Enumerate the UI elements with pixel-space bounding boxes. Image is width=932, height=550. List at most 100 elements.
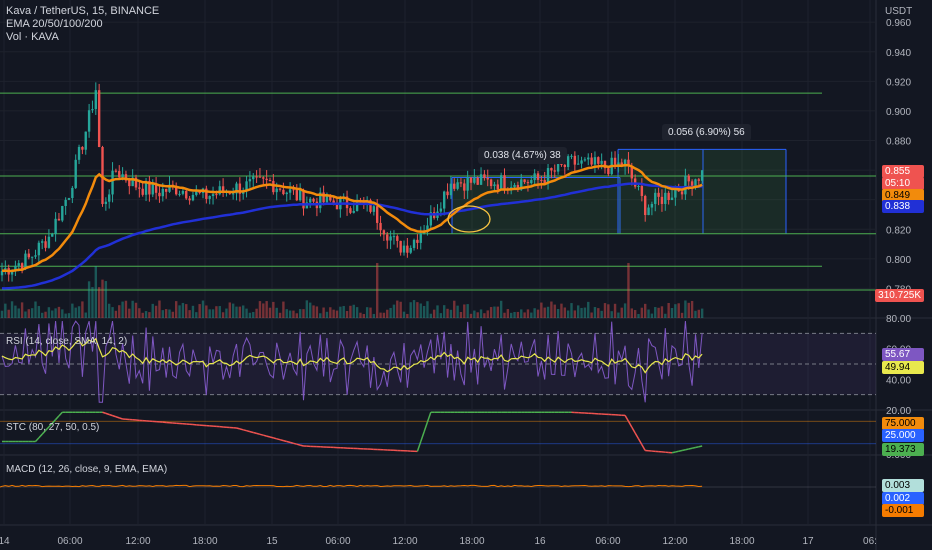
volume-bar xyxy=(61,309,64,318)
candle-body xyxy=(469,177,473,183)
volume-bar xyxy=(325,311,329,318)
candle-body xyxy=(124,174,128,181)
candle-body xyxy=(151,184,154,195)
volume-bar xyxy=(446,308,449,318)
volume-bar xyxy=(54,308,57,318)
volume-bar xyxy=(670,307,674,318)
symbol-title[interactable]: Kava / TetherUS, 15, BINANCE xyxy=(6,5,160,17)
candle-body xyxy=(553,170,556,172)
volume-bar xyxy=(288,310,292,318)
volume-bar xyxy=(24,311,27,318)
candle-body xyxy=(164,188,168,192)
volume-bar xyxy=(84,312,87,318)
candle-body xyxy=(312,198,315,202)
volume-bar xyxy=(0,310,4,318)
ema-legend[interactable]: EMA 20/50/100/200 xyxy=(6,18,103,30)
volume-bar xyxy=(372,313,376,318)
candle-body xyxy=(463,183,466,191)
volume-bar xyxy=(148,312,151,318)
rsi-tick-label: 20.00 xyxy=(886,406,911,417)
volume-bar xyxy=(121,301,124,318)
volume-bar xyxy=(389,307,392,318)
volume-bar xyxy=(432,309,436,318)
stc-line-segment xyxy=(695,446,699,449)
candle-body xyxy=(369,200,372,212)
volume-bar xyxy=(620,307,623,318)
candle-body xyxy=(392,236,396,238)
stc-line-segment xyxy=(38,433,43,439)
candle-body xyxy=(121,174,124,178)
volume-bar xyxy=(278,312,282,318)
candle-body xyxy=(345,196,349,209)
volume-bar xyxy=(87,281,91,318)
volume-bar xyxy=(436,305,439,318)
candle-body xyxy=(543,180,546,184)
candle-body xyxy=(687,175,690,182)
x-tick-label: 06:00 xyxy=(595,536,620,547)
volume-bar xyxy=(379,312,382,318)
stc-line-segment xyxy=(243,429,247,432)
volume-bar xyxy=(195,312,198,318)
volume-bar xyxy=(228,302,231,318)
stc-line-segment xyxy=(293,442,297,445)
volume-bar xyxy=(252,312,255,318)
volume-bar xyxy=(51,310,54,318)
candle-body xyxy=(71,187,74,199)
volume-bar xyxy=(272,301,275,318)
candle-body xyxy=(587,157,590,160)
candle-body xyxy=(439,208,443,212)
volume-bar xyxy=(154,305,158,318)
rsi-legend[interactable]: RSI (14, close, SMA, 14, 2) xyxy=(6,336,128,347)
volume-bar xyxy=(94,266,97,318)
candle-body xyxy=(288,189,292,193)
candle-body xyxy=(282,189,285,195)
volume-bar xyxy=(101,279,104,318)
candle-body xyxy=(87,110,91,132)
volume-bar xyxy=(657,307,660,318)
volume-bar xyxy=(64,313,67,318)
candle-body xyxy=(473,177,476,183)
volume-bar xyxy=(426,301,429,318)
volume-bar xyxy=(128,308,131,318)
candle-body xyxy=(684,175,687,195)
candle-body xyxy=(700,170,704,181)
volume-bar xyxy=(164,309,168,318)
volume-bar xyxy=(262,303,265,318)
volume-bar xyxy=(355,307,359,318)
candle-body xyxy=(302,189,305,209)
candle-body xyxy=(198,191,201,193)
stc-line-segment xyxy=(698,445,703,448)
volume-bar xyxy=(376,263,379,318)
volume-bar xyxy=(198,304,201,318)
stc-legend[interactable]: STC (80, 27, 50, 0.5) xyxy=(6,422,100,433)
x-tick-label: 18:00 xyxy=(192,536,217,547)
candle-body xyxy=(355,201,359,211)
volume-bar xyxy=(566,310,570,318)
volume-bar xyxy=(590,312,593,318)
candle-body xyxy=(329,195,332,201)
volume-legend[interactable]: Vol · KAVA xyxy=(6,31,59,43)
stc-line-segment xyxy=(289,441,294,445)
volume-bar xyxy=(108,303,111,318)
candle-body xyxy=(674,189,677,198)
candle-body xyxy=(57,218,61,221)
candle-body xyxy=(533,173,536,181)
volume-bar xyxy=(600,310,603,318)
volume-bar xyxy=(349,305,352,318)
candle-body xyxy=(37,242,41,256)
candle-body xyxy=(218,186,221,195)
axis-unit-label: USDT xyxy=(885,6,913,17)
macd-legend[interactable]: MACD (12, 26, close, 9, EMA, EMA) xyxy=(6,464,168,475)
stc-line-segment xyxy=(273,437,277,440)
candle-body xyxy=(516,184,520,190)
candle-body xyxy=(443,191,446,209)
candle-body xyxy=(382,230,386,235)
candle-body xyxy=(322,192,325,203)
volume-bar xyxy=(607,304,610,318)
volume-bar xyxy=(640,307,644,318)
volume-bar xyxy=(208,309,211,318)
volume-bar xyxy=(603,303,607,318)
volume-bar xyxy=(71,303,74,318)
candle-body xyxy=(238,183,242,194)
volume-bar xyxy=(573,310,577,318)
